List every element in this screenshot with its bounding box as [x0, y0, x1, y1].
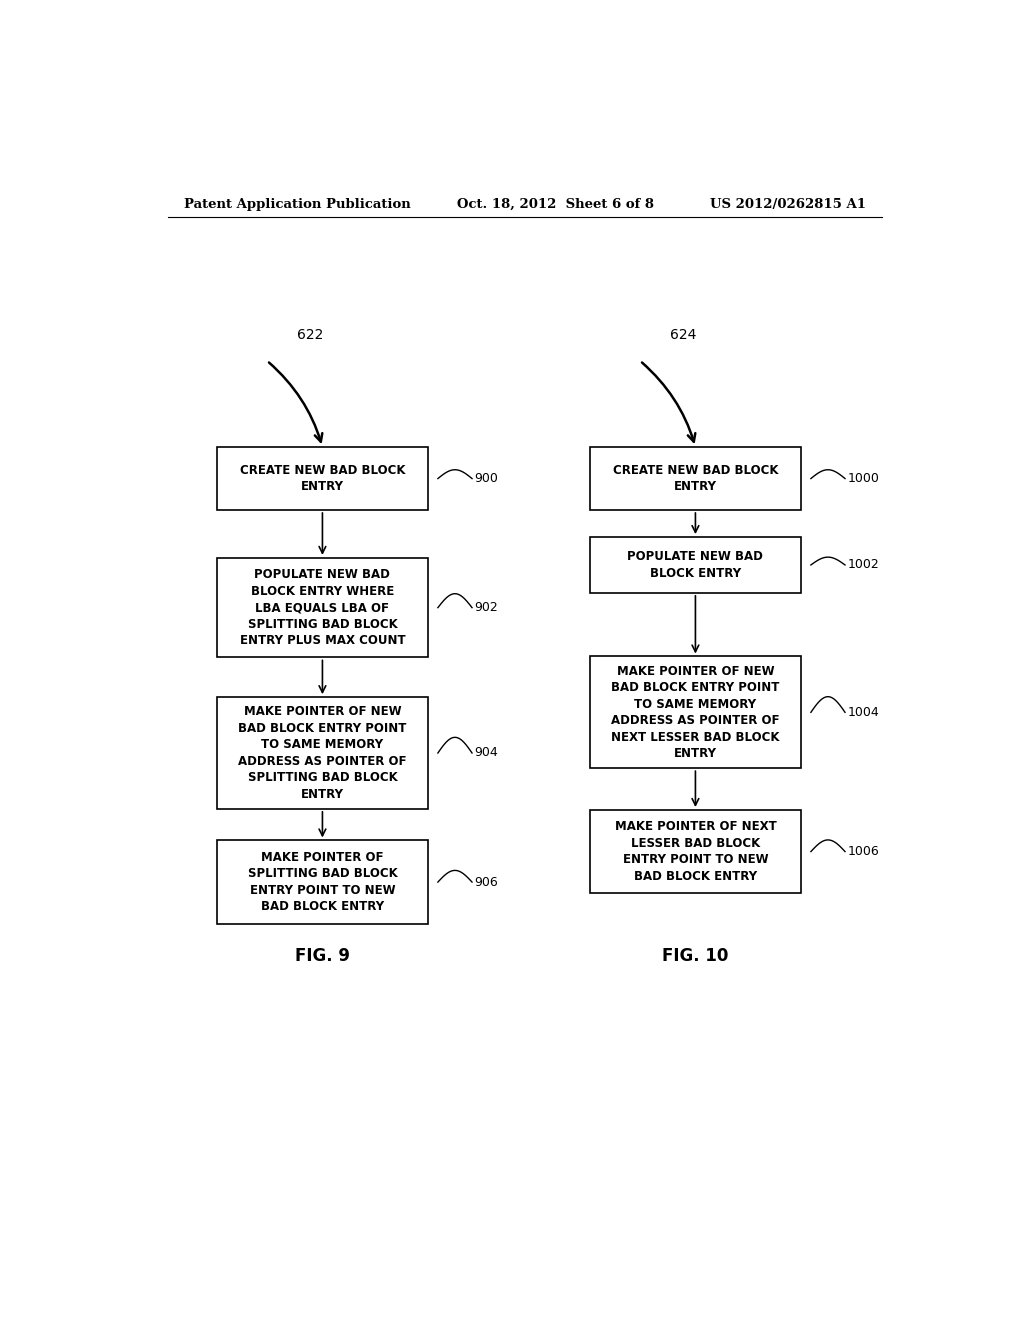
Text: MAKE POINTER OF NEXT
LESSER BAD BLOCK
ENTRY POINT TO NEW
BAD BLOCK ENTRY: MAKE POINTER OF NEXT LESSER BAD BLOCK EN… — [614, 820, 776, 883]
Text: CREATE NEW BAD BLOCK
ENTRY: CREATE NEW BAD BLOCK ENTRY — [240, 463, 406, 494]
FancyBboxPatch shape — [590, 656, 801, 768]
Text: 622: 622 — [297, 329, 324, 342]
Text: MAKE POINTER OF NEW
BAD BLOCK ENTRY POINT
TO SAME MEMORY
ADDRESS AS POINTER OF
N: MAKE POINTER OF NEW BAD BLOCK ENTRY POIN… — [611, 664, 779, 760]
FancyBboxPatch shape — [217, 697, 428, 809]
Text: MAKE POINTER OF
SPLITTING BAD BLOCK
ENTRY POINT TO NEW
BAD BLOCK ENTRY: MAKE POINTER OF SPLITTING BAD BLOCK ENTR… — [248, 851, 397, 913]
Text: 904: 904 — [474, 747, 498, 759]
Text: 624: 624 — [671, 329, 696, 342]
Text: CREATE NEW BAD BLOCK
ENTRY: CREATE NEW BAD BLOCK ENTRY — [612, 463, 778, 494]
Text: FIG. 9: FIG. 9 — [295, 948, 350, 965]
Text: 1000: 1000 — [848, 473, 880, 484]
Text: Oct. 18, 2012  Sheet 6 of 8: Oct. 18, 2012 Sheet 6 of 8 — [458, 198, 654, 211]
FancyBboxPatch shape — [217, 841, 428, 924]
Text: POPULATE NEW BAD
BLOCK ENTRY WHERE
LBA EQUALS LBA OF
SPLITTING BAD BLOCK
ENTRY P: POPULATE NEW BAD BLOCK ENTRY WHERE LBA E… — [240, 568, 406, 647]
FancyBboxPatch shape — [590, 537, 801, 593]
FancyBboxPatch shape — [590, 810, 801, 894]
Text: FIG. 10: FIG. 10 — [663, 948, 729, 965]
FancyBboxPatch shape — [590, 447, 801, 510]
Text: US 2012/0262815 A1: US 2012/0262815 A1 — [710, 198, 866, 211]
Text: Patent Application Publication: Patent Application Publication — [183, 198, 411, 211]
FancyBboxPatch shape — [217, 558, 428, 657]
Text: 902: 902 — [474, 601, 498, 614]
Text: POPULATE NEW BAD
BLOCK ENTRY: POPULATE NEW BAD BLOCK ENTRY — [628, 550, 763, 579]
Text: 1004: 1004 — [848, 706, 880, 719]
Text: 900: 900 — [474, 473, 499, 484]
Text: MAKE POINTER OF NEW
BAD BLOCK ENTRY POINT
TO SAME MEMORY
ADDRESS AS POINTER OF
S: MAKE POINTER OF NEW BAD BLOCK ENTRY POIN… — [239, 705, 407, 801]
Text: 1006: 1006 — [848, 845, 880, 858]
FancyBboxPatch shape — [217, 447, 428, 510]
Text: 1002: 1002 — [848, 558, 880, 572]
Text: 906: 906 — [474, 875, 498, 888]
